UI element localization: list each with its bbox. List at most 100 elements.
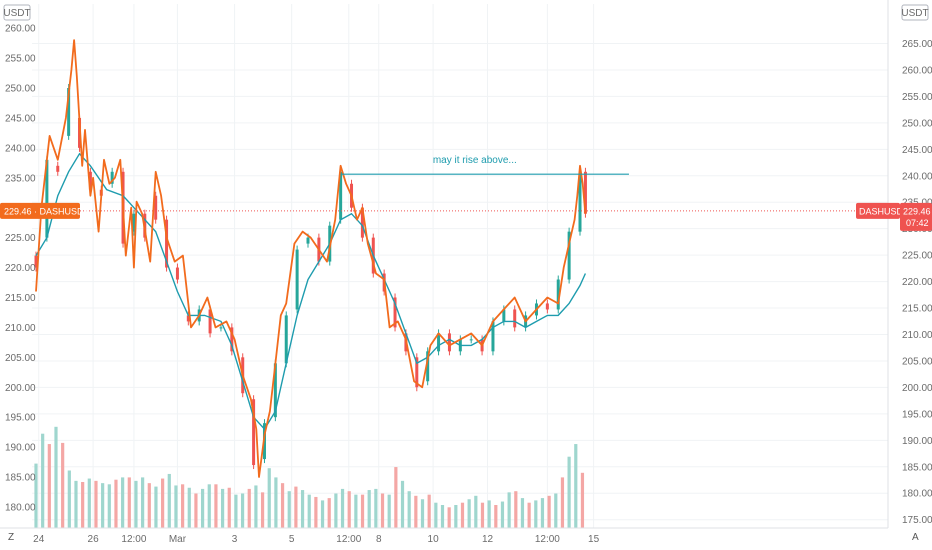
candle-body-13 <box>175 267 179 280</box>
left-axis-tick-9: 215.00 <box>5 293 36 304</box>
annotation-layer[interactable]: may it rise above... <box>340 155 629 175</box>
price-line <box>35 39 587 478</box>
candle-body-18 <box>230 327 234 352</box>
time-axis-tick-11: 15 <box>588 534 600 545</box>
volume-bar-0 <box>34 463 38 528</box>
timezone-button[interactable]: Z <box>8 532 15 543</box>
right-symbol-badge <box>856 202 900 219</box>
time-axis-tick-3: Mar <box>169 534 187 545</box>
left-axis-tick-0: 260.00 <box>5 24 36 35</box>
left-axis-tick-12: 200.00 <box>5 383 36 394</box>
volume-bar-75 <box>534 500 538 528</box>
volume-bar-36 <box>274 477 278 528</box>
right-axis-tick-11: 210.00 <box>902 330 932 341</box>
left-axis-tick-5: 235.00 <box>5 173 36 184</box>
candle-body-38 <box>447 333 451 352</box>
candle-body-11 <box>154 195 158 220</box>
volume-bar-27 <box>214 484 218 528</box>
right-axis-tick-0: 265.00 <box>902 39 932 50</box>
left-currency-box <box>3 4 31 21</box>
left-axis-tick-2: 250.00 <box>5 84 36 95</box>
volume-bar-52 <box>380 493 385 528</box>
volume-bar-73 <box>520 498 525 528</box>
left-axis-tick-13: 195.00 <box>5 413 36 424</box>
volume-bar-76 <box>540 498 545 528</box>
volume-bar-66 <box>474 495 478 528</box>
candle-body-24 <box>295 249 299 310</box>
volume-bar-25 <box>201 488 205 528</box>
volume-bar-78 <box>554 493 558 528</box>
volume-bar-63 <box>454 505 458 528</box>
volume-bar-58 <box>420 499 425 528</box>
candle-body-47 <box>545 303 549 310</box>
right-symbol-badge-text: DASHUSDT <box>859 206 909 216</box>
volume-bar-14 <box>127 477 131 528</box>
volume-bar-20 <box>167 473 171 528</box>
left-axis-tick-8: 220.00 <box>5 263 36 274</box>
left-price-badge <box>0 202 80 219</box>
volume-bar-51 <box>374 488 378 528</box>
volume-bar-45 <box>334 493 338 528</box>
right-axis-tick-4: 245.00 <box>902 145 932 156</box>
candle-body-5 <box>88 171 92 190</box>
volume-bar-17 <box>147 483 151 528</box>
left-currency-label: USDT <box>3 8 30 19</box>
volume-bar-11 <box>107 484 111 528</box>
right-axis-tick-14: 195.00 <box>902 409 932 420</box>
candle-body-12 <box>165 219 169 268</box>
right-currency-label: USDT <box>901 8 928 19</box>
volume-bar-62 <box>447 507 451 528</box>
candle-body-48 <box>556 279 560 310</box>
volume-bar-30 <box>234 494 238 528</box>
volume-bar-39 <box>294 486 298 528</box>
time-axis-tick-0: 24 <box>33 534 45 545</box>
volume-bar-80 <box>567 456 571 528</box>
volume-bar-38 <box>287 491 291 528</box>
volume-bar-57 <box>414 495 418 528</box>
right-axis-tick-15: 190.00 <box>902 436 932 447</box>
volume-bar-70 <box>500 501 505 528</box>
candle-body-40 <box>469 339 473 341</box>
candle-body-36 <box>426 351 430 382</box>
candle-body-33 <box>393 297 397 328</box>
candle-body-35 <box>415 357 419 388</box>
right-price-badge <box>900 202 932 231</box>
time-axis-tick-6: 12:00 <box>336 534 361 545</box>
time-axis-tick-4: 3 <box>232 534 238 545</box>
volume-bar-77 <box>547 495 551 528</box>
left-axis-tick-11: 205.00 <box>5 353 36 364</box>
volume-bar-82 <box>580 472 585 528</box>
volume-bar-32 <box>247 488 251 528</box>
right-axis-tick-16: 185.00 <box>902 462 932 473</box>
volume-bar-5 <box>67 470 71 528</box>
candle-body-50 <box>578 171 582 232</box>
volume-bar-9 <box>94 480 98 528</box>
volume-bar-26 <box>207 484 211 528</box>
volume-bar-60 <box>434 502 438 528</box>
volume-bar-2 <box>47 444 51 528</box>
volume-bar-7 <box>81 482 85 528</box>
candle-body-3 <box>67 88 71 136</box>
volume-bar-64 <box>460 502 465 528</box>
time-axis-tick-1: 26 <box>88 534 100 545</box>
volume-bar-43 <box>320 500 325 528</box>
volume-bar-41 <box>307 494 311 528</box>
right-axis-tick-9: 220.00 <box>902 277 932 288</box>
auto-scale-button[interactable]: A <box>912 532 919 543</box>
right-axis-tick-8: 225.00 <box>902 251 932 262</box>
volume-bar-13 <box>121 477 125 528</box>
volume-bar-40 <box>300 490 305 528</box>
volume-bar-55 <box>400 480 405 528</box>
volume-bar-19 <box>161 478 165 528</box>
volume-bar-23 <box>187 487 191 528</box>
volume-bar-67 <box>480 502 485 528</box>
right-axis-tick-10: 215.00 <box>902 304 932 315</box>
volume-bar-4 <box>61 442 65 528</box>
time-axis-tick-5: 5 <box>289 534 295 545</box>
volume-bar-79 <box>560 477 565 528</box>
volume-bar-12 <box>114 479 118 528</box>
left-axis-tick-16: 180.00 <box>5 502 36 513</box>
right-timer-badge-text: 07:42 <box>906 218 929 228</box>
